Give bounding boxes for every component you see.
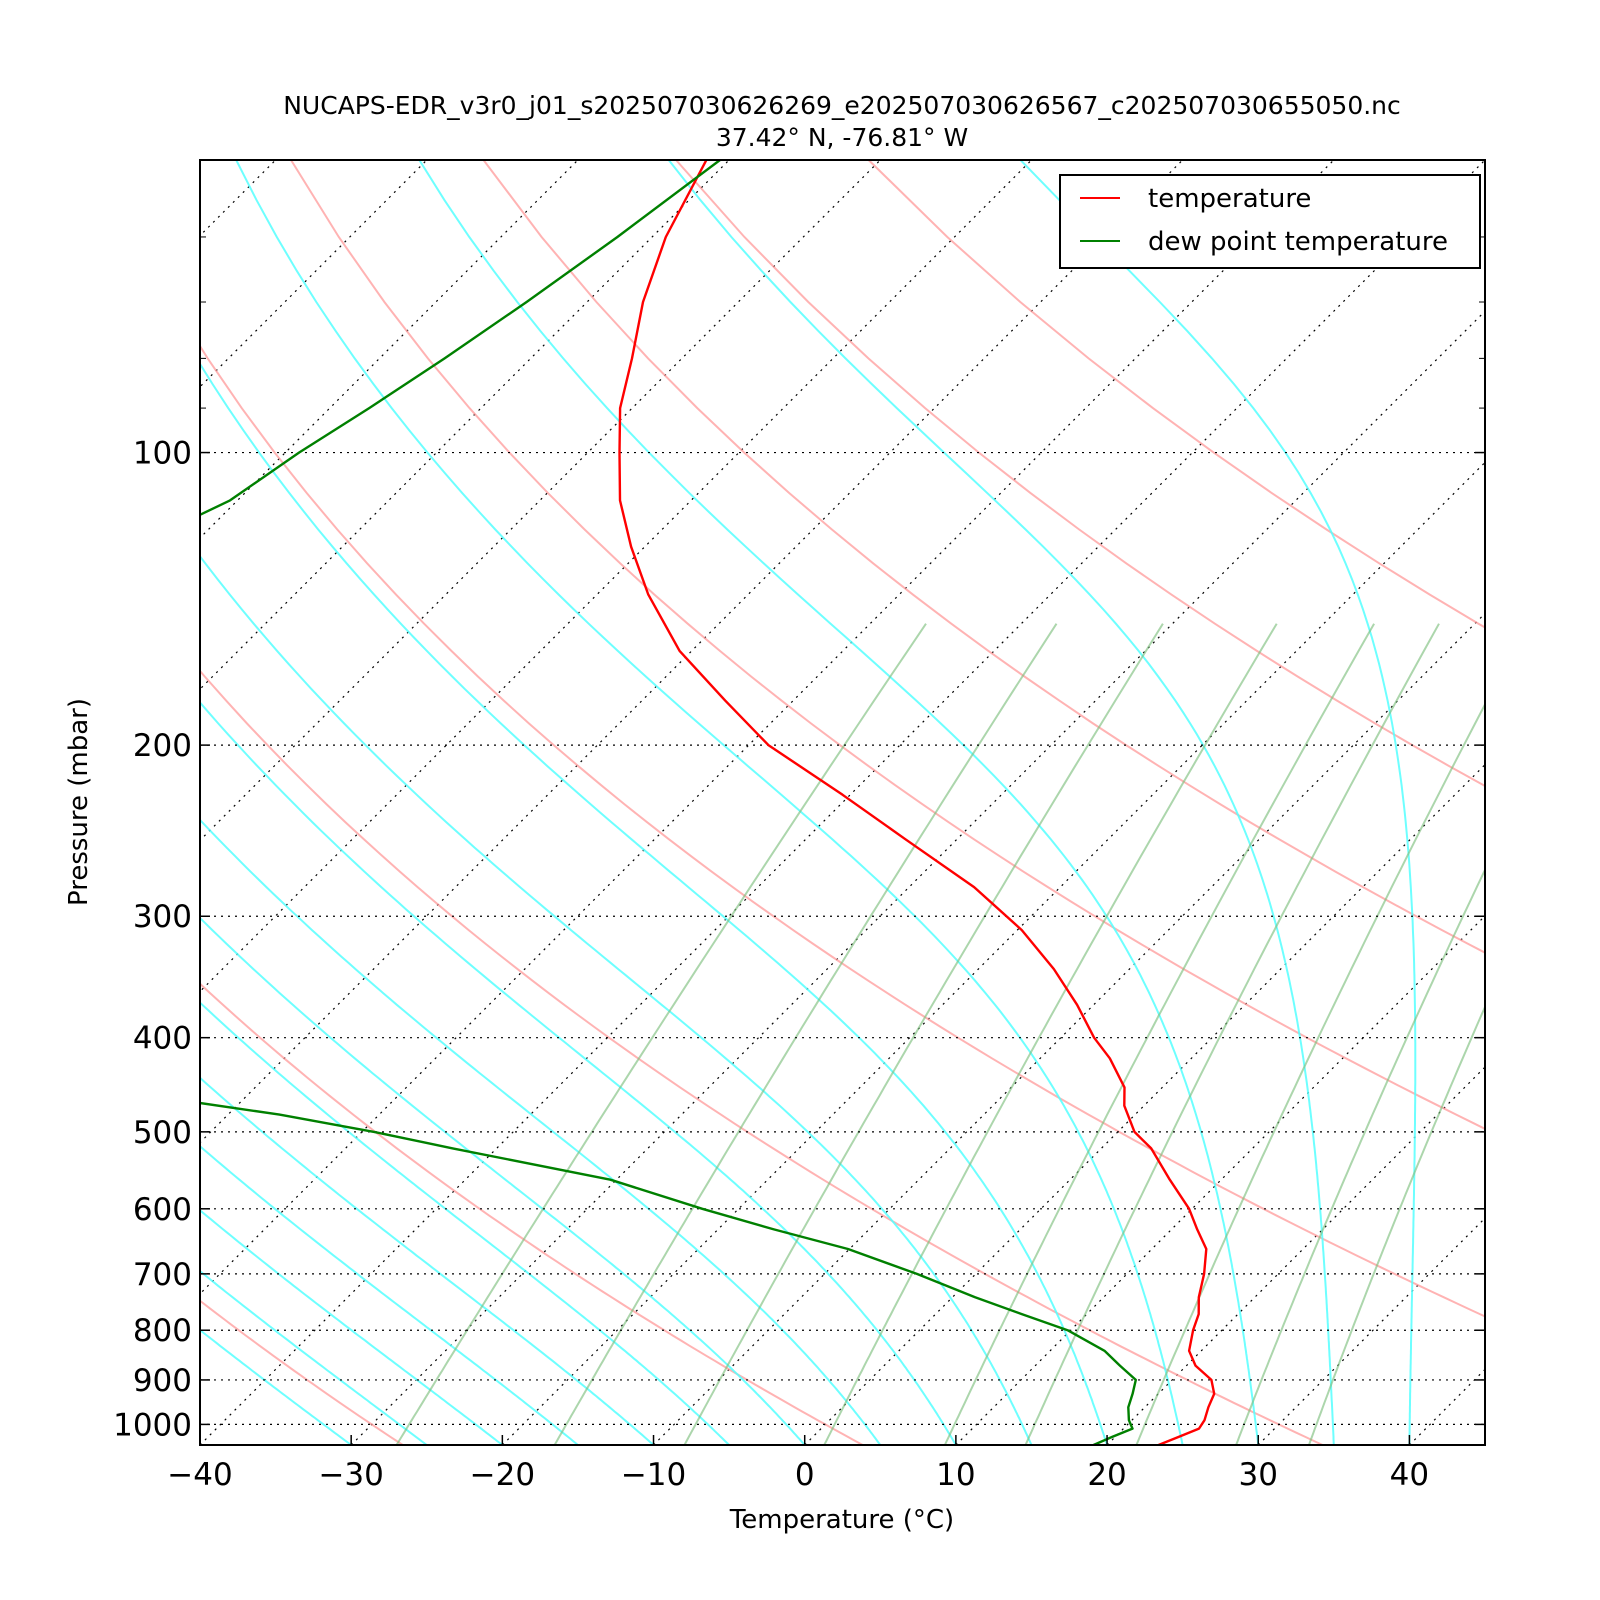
- sounding-profiles: [200, 160, 1216, 1445]
- y-tick-label: 1000: [113, 1407, 192, 1443]
- moist-adiabat-line: [200, 1208, 504, 1445]
- x-tick-label: −30: [318, 1457, 383, 1493]
- isotherm-line: [350, 310, 1485, 1445]
- x-tick-label: −10: [621, 1457, 686, 1493]
- dry-adiabat-line: [482, 160, 1485, 954]
- y-tick-label: 700: [133, 1257, 192, 1293]
- mixing-ratio-line: [553, 623, 1058, 1445]
- pressure-gridlines: [200, 451, 1485, 1426]
- y-tick-label: 400: [133, 1021, 192, 1057]
- y-tick-label: 200: [133, 728, 192, 764]
- dry-adiabat-line: [200, 1299, 404, 1445]
- isotherm-line: [804, 763, 1485, 1445]
- moist-adiabat-line: [667, 160, 1335, 1445]
- isotherm-line: [653, 612, 1485, 1445]
- mixing-ratio-line: [395, 623, 927, 1445]
- moist-adiabat-line: [200, 701, 957, 1445]
- moist-adiabat-line: [200, 1144, 579, 1445]
- x-axis-label: Temperature (°C): [729, 1505, 954, 1535]
- moist-adiabat-line: [200, 1328, 352, 1445]
- x-tick-label: −40: [167, 1457, 232, 1493]
- moist-adiabat-line: [200, 1001, 730, 1445]
- isotherm-line: [1106, 1066, 1485, 1445]
- moist-adiabat-line: [200, 1076, 655, 1445]
- isotherm-line: [200, 160, 277, 237]
- moist-adiabat-line: [200, 916, 806, 1445]
- isotherm-line: [1257, 1217, 1485, 1445]
- x-tick-label: 0: [795, 1457, 815, 1493]
- dry-adiabat-line: [200, 669, 1324, 1445]
- y-axis-label: Pressure (mbar): [64, 698, 94, 906]
- dry-adiabat-line: [675, 160, 1485, 788]
- mixing-ratio-line: [1235, 867, 1485, 1445]
- moist-adiabat-line: [200, 818, 882, 1445]
- dry-adiabat-line: [200, 982, 864, 1445]
- legend-dewpoint-label: dew point temperature: [1148, 227, 1448, 257]
- legend: temperature dew point temperature: [1059, 174, 1481, 269]
- isotherm-line: [1408, 1368, 1485, 1445]
- plot-frame: [199, 159, 1486, 1446]
- isotherm-line: [200, 160, 881, 842]
- y-tick-label: 600: [133, 1192, 192, 1228]
- isotherm-line: [200, 160, 1335, 1295]
- mixing-ratio-line: [823, 623, 1278, 1445]
- x-tick-label: 40: [1390, 1457, 1429, 1493]
- moist-adiabat-line: [200, 362, 1109, 1445]
- moist-adiabat-line: [200, 1269, 428, 1445]
- isotherm-line: [200, 160, 730, 690]
- isotherm-line: [1561, 160, 1600, 1445]
- isotherm-line: [200, 160, 1184, 1144]
- x-tick-label: 20: [1087, 1457, 1126, 1493]
- background-lines: [0, 160, 1600, 1445]
- series-line-temperature: [618, 160, 1216, 1445]
- y-tick-label: 800: [133, 1313, 192, 1349]
- moist-adiabat-line: [235, 160, 1184, 1445]
- legend-box: [1059, 174, 1481, 269]
- dry-adiabat-line: [867, 160, 1485, 629]
- x-tick-label: 30: [1239, 1457, 1278, 1493]
- x-tick-label: 10: [936, 1457, 975, 1493]
- legend-temperature-label: temperature: [1148, 184, 1311, 214]
- series-line-dew-point-temperature: [200, 160, 1137, 1445]
- dry-adiabat-line: [290, 160, 1485, 1130]
- isotherm-line: [501, 461, 1485, 1445]
- moist-adiabat-line: [418, 160, 1260, 1445]
- mixing-ratio-line: [943, 623, 1375, 1445]
- isotherm-line: [0, 160, 124, 1445]
- dry-adiabat-line: [200, 344, 1485, 1318]
- moist-adiabat-line: [200, 554, 1033, 1445]
- chart-subtitle: 37.42° N, -76.81° W: [716, 123, 968, 152]
- y-tick-label: 100: [133, 436, 192, 472]
- x-tick-label: −20: [470, 1457, 535, 1493]
- chart-title: NUCAPS-EDR_v3r0_j01_s202507030626269_e20…: [283, 91, 1401, 120]
- isotherm-line: [200, 160, 1485, 1445]
- y-tick-label: 300: [133, 899, 192, 935]
- y-tick-label: 900: [133, 1363, 192, 1399]
- y-tick-label: 500: [133, 1115, 192, 1151]
- isotherm-line: [955, 915, 1485, 1445]
- mixing-ratio-line: [1308, 1004, 1485, 1445]
